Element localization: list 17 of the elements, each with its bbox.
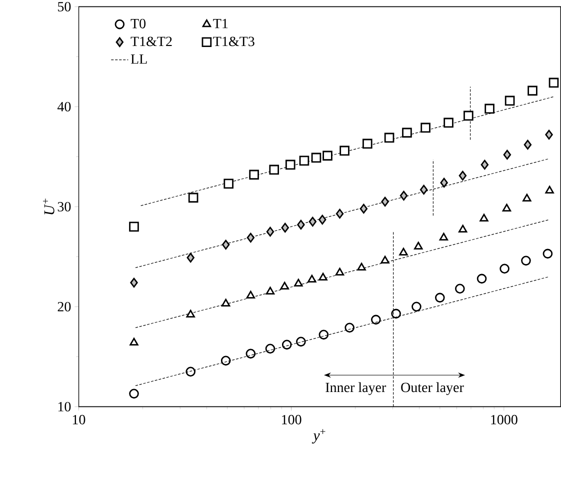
- legend-label: T1&T3: [213, 36, 254, 46]
- y-axis-title: U$^{+}$: [43, 198, 54, 214]
- legend-label: T1&T2: [130, 36, 172, 46]
- x-tick-label: 10: [72, 414, 86, 424]
- y-tick-label: 20: [58, 302, 71, 312]
- x-axis-title: y$^{+}$: [312, 429, 326, 444]
- annotation: Outer layer: [401, 382, 464, 396]
- x-tick-label: 100: [282, 414, 302, 424]
- legend-label: T1: [213, 18, 228, 28]
- y-tick-label: 40: [57, 102, 71, 112]
- legend-label: T0: [130, 18, 146, 28]
- annotation: Inner layer: [326, 382, 386, 396]
- y-tick-label: 10: [58, 402, 71, 412]
- legend-label: LL: [130, 54, 147, 64]
- x-tick-label: 1000: [491, 414, 518, 424]
- y-tick-label: 50: [58, 2, 71, 12]
- y-tick-label: 30: [58, 202, 71, 212]
